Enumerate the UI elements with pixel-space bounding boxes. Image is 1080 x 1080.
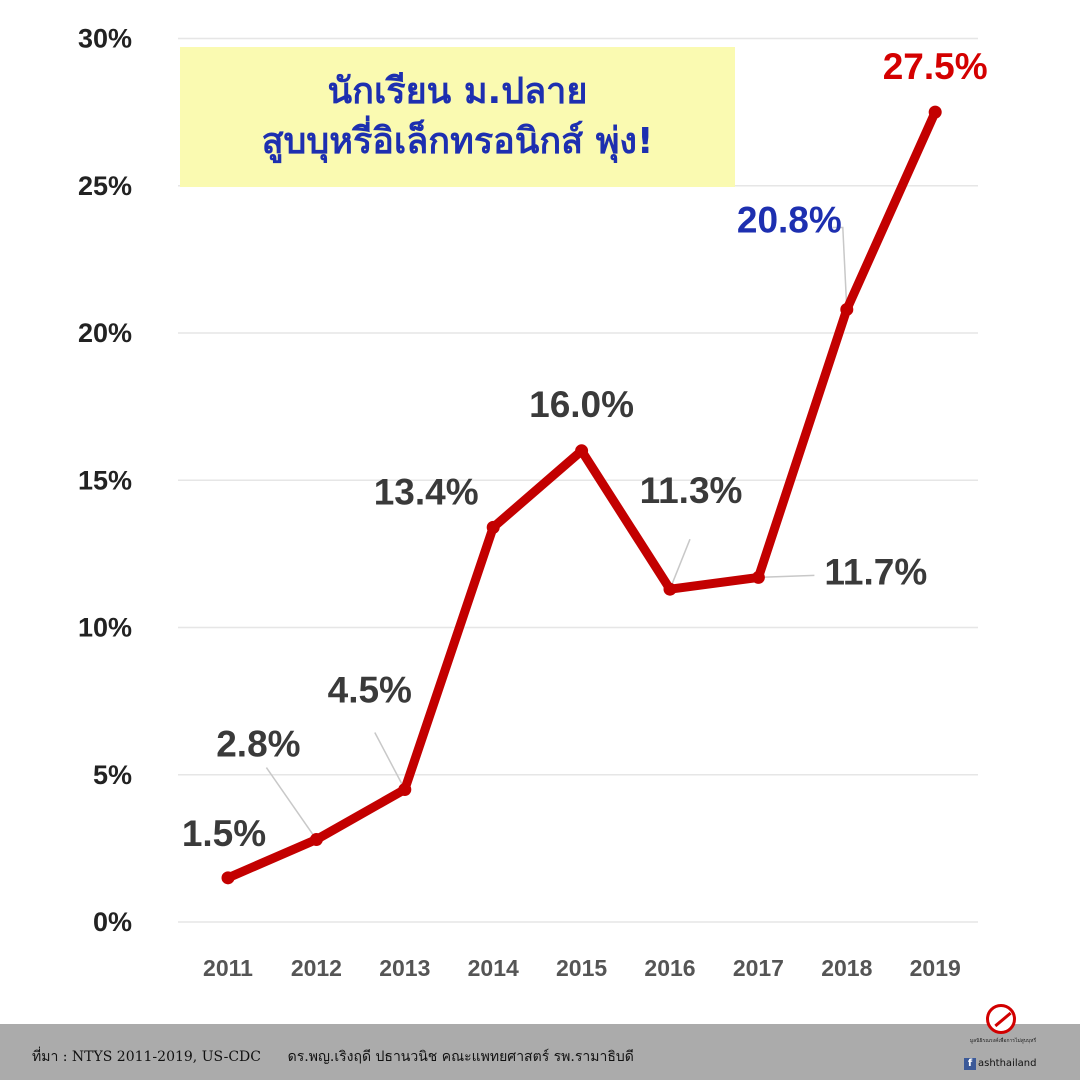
x-tick-label: 2018 [821,955,872,981]
ash-logo: มูลนิธิรณรงค์เพื่อการไม่สูบบุหรี่ f asht… [958,1004,1048,1074]
y-tick-label: 30% [78,24,132,54]
chart-title-line-2: สูบบุหรี่อิเล็กทรอนิกส์ พุ่ง! [261,121,654,162]
y-axis: 0% 5% 10% 15% 20% 25% 30% [78,24,132,938]
x-tick-label: 2015 [556,955,607,981]
data-label: 11.7% [824,551,927,592]
logo-tagline: มูลนิธิรณรงค์เพื่อการไม่สูบบุหรี่ [969,1038,1037,1044]
label-leader-line [669,538,691,590]
y-tick-label: 0% [93,907,132,937]
data-labels: 1.5% 2.8% 4.5% 13.4% 16.0% 11.3% 11.7% 20.8% 27.… [182,46,988,854]
data-label: 1.5% [182,813,266,854]
label-leader-line [374,732,406,790]
data-point [663,582,677,596]
y-tick-label: 5% [93,760,132,790]
series-line [221,105,942,885]
data-label: 13.4% [374,471,479,512]
source-credit: ที่มา : NTYS 2011-2019, US-CDC ดร.พญ.เริ… [32,1049,634,1065]
data-point [486,520,500,534]
data-point [398,782,412,796]
x-tick-label: 2012 [291,955,342,981]
no-smoking-icon [986,1004,1016,1034]
data-point [840,302,854,316]
data-label: 2.8% [216,724,300,765]
chart-title-line-1: นักเรียน ม.ปลาย [327,71,588,112]
x-tick-label: 2014 [468,955,519,981]
x-axis: 2011 2012 2013 2014 2015 2016 2017 2018 2019 [203,955,961,981]
footer-bar [0,1024,1080,1080]
data-label: 20.8% [737,199,842,240]
data-label: 11.3% [640,470,743,511]
y-tick-label: 15% [78,465,132,495]
label-leader-lines [265,226,848,840]
x-tick-label: 2016 [644,955,695,981]
facebook-handle: ashthailand [978,1058,1037,1069]
data-point [751,570,765,584]
label-leader-line [265,767,318,840]
data-label: 27.5% [883,46,988,87]
data-label: 4.5% [328,669,412,710]
x-tick-label: 2013 [379,955,430,981]
label-leader-line [832,226,848,310]
data-point [221,871,235,885]
y-tick-label: 20% [78,318,132,348]
data-label: 16.0% [529,384,634,425]
chart-title-box: นักเรียน ม.ปลาย สูบบุหรี่อิเล็กทรอนิกส์ … [180,47,735,187]
label-leader-line [758,574,815,579]
y-tick-label: 10% [78,613,132,643]
x-tick-label: 2017 [733,955,784,981]
y-tick-label: 25% [78,171,132,201]
data-point [309,833,323,847]
data-point [575,444,589,458]
x-tick-label: 2011 [203,955,253,981]
x-tick-label: 2019 [910,955,961,981]
data-point [928,105,942,119]
facebook-icon: f [964,1058,976,1070]
